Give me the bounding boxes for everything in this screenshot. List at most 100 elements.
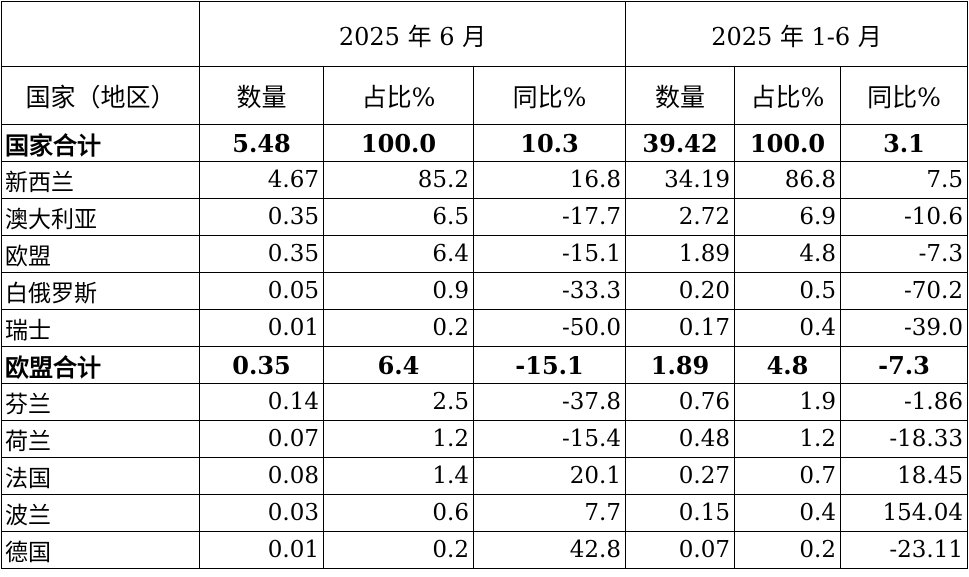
value-cell: 2.5: [323, 383, 474, 421]
value-cell: 3.1: [840, 124, 968, 162]
country-name-cell: 国家合计: [1, 124, 200, 162]
value-cell: 0.35: [199, 198, 324, 236]
value-cell: 0.6: [323, 494, 474, 532]
value-cell: 0.07: [199, 420, 324, 458]
value-cell: -17.7: [473, 198, 626, 236]
value-cell: 1.89: [625, 346, 735, 384]
value-cell: 0.2: [323, 309, 474, 347]
value-cell: 0.05: [199, 272, 324, 310]
value-cell: 4.8: [734, 346, 841, 384]
country-name-cell: 瑞士: [1, 309, 200, 347]
value-cell: 34.19: [625, 161, 735, 199]
header-yoy-ytd: 同比%: [840, 66, 968, 125]
table-row: 波兰 0.03 0.6 7.7 0.15 0.4 154.04: [1, 494, 968, 532]
value-cell: 100.0: [734, 124, 841, 162]
value-cell: 7.7: [473, 494, 626, 532]
value-cell: 18.45: [840, 457, 968, 495]
value-cell: 0.5: [734, 272, 841, 310]
value-cell: 0.20: [625, 272, 735, 310]
header-period-june: 2025 年 6 月: [199, 1, 626, 67]
value-cell: 10.3: [473, 124, 626, 162]
header-yoy-june: 同比%: [473, 66, 626, 125]
value-cell: 5.48: [199, 124, 324, 162]
value-cell: -10.6: [840, 198, 968, 236]
value-cell: 39.42: [625, 124, 735, 162]
table-row: 欧盟 0.35 6.4 -15.1 1.89 4.8 -7.3: [1, 235, 968, 273]
value-cell: -39.0: [840, 309, 968, 347]
table-row: 澳大利亚 0.35 6.5 -17.7 2.72 6.9 -10.6: [1, 198, 968, 236]
value-cell: 0.15: [625, 494, 735, 532]
table-row: 德国 0.01 0.2 42.8 0.07 0.2 -23.11: [1, 531, 968, 569]
header-corner-cell: [1, 1, 200, 67]
country-name-cell: 欧盟合计: [1, 346, 200, 384]
table-row: 白俄罗斯 0.05 0.9 -33.3 0.20 0.5 -70.2: [1, 272, 968, 310]
header-qty-june: 数量: [199, 66, 324, 125]
country-name-cell: 澳大利亚: [1, 198, 200, 236]
value-cell: 0.48: [625, 420, 735, 458]
table-row-subtotal: 欧盟合计 0.35 6.4 -15.1 1.89 4.8 -7.3: [1, 346, 968, 384]
value-cell: 1.4: [323, 457, 474, 495]
value-cell: 1.2: [323, 420, 474, 458]
table-row-subtotal: 国家合计 5.48 100.0 10.3 39.42 100.0 3.1: [1, 124, 968, 162]
country-name-cell: 德国: [1, 531, 200, 569]
value-cell: 20.1: [473, 457, 626, 495]
country-name-cell: 白俄罗斯: [1, 272, 200, 310]
value-cell: 6.4: [323, 346, 474, 384]
value-cell: 0.35: [199, 346, 324, 384]
value-cell: 100.0: [323, 124, 474, 162]
value-cell: 2.72: [625, 198, 735, 236]
value-cell: -70.2: [840, 272, 968, 310]
value-cell: -33.3: [473, 272, 626, 310]
value-cell: -1.86: [840, 383, 968, 421]
value-cell: 4.8: [734, 235, 841, 273]
value-cell: 0.4: [734, 494, 841, 532]
value-cell: 0.4: [734, 309, 841, 347]
country-name-cell: 新西兰: [1, 161, 200, 199]
header-qty-ytd: 数量: [625, 66, 735, 125]
header-country: 国家（地区）: [1, 66, 200, 125]
value-cell: -23.11: [840, 531, 968, 569]
country-name-cell: 荷兰: [1, 420, 200, 458]
table-row: 瑞士 0.01 0.2 -50.0 0.17 0.4 -39.0: [1, 309, 968, 347]
value-cell: -37.8: [473, 383, 626, 421]
value-cell: 0.14: [199, 383, 324, 421]
value-cell: 0.01: [199, 531, 324, 569]
header-share-ytd: 占比%: [734, 66, 841, 125]
header-row-columns: 国家（地区） 数量 占比% 同比% 数量 占比% 同比%: [1, 66, 968, 125]
value-cell: 0.35: [199, 235, 324, 273]
value-cell: 0.76: [625, 383, 735, 421]
value-cell: 0.17: [625, 309, 735, 347]
value-cell: 0.07: [625, 531, 735, 569]
header-row-periods: 2025 年 6 月 2025 年 1-6 月: [1, 1, 968, 67]
value-cell: 0.2: [734, 531, 841, 569]
value-cell: 6.4: [323, 235, 474, 273]
value-cell: 0.2: [323, 531, 474, 569]
country-name-cell: 法国: [1, 457, 200, 495]
value-cell: 0.27: [625, 457, 735, 495]
value-cell: -7.3: [840, 346, 968, 384]
value-cell: 1.89: [625, 235, 735, 273]
value-cell: 0.01: [199, 309, 324, 347]
table-row: 荷兰 0.07 1.2 -15.4 0.48 1.2 -18.33: [1, 420, 968, 458]
country-name-cell: 波兰: [1, 494, 200, 532]
value-cell: -18.33: [840, 420, 968, 458]
value-cell: 85.2: [323, 161, 474, 199]
value-cell: 6.9: [734, 198, 841, 236]
value-cell: -15.4: [473, 420, 626, 458]
value-cell: -50.0: [473, 309, 626, 347]
value-cell: 7.5: [840, 161, 968, 199]
table-row: 芬兰 0.14 2.5 -37.8 0.76 1.9 -1.86: [1, 383, 968, 421]
value-cell: -15.1: [473, 235, 626, 273]
value-cell: 6.5: [323, 198, 474, 236]
country-name-cell: 芬兰: [1, 383, 200, 421]
header-share-june: 占比%: [323, 66, 474, 125]
value-cell: 16.8: [473, 161, 626, 199]
header-period-jan-jun: 2025 年 1-6 月: [625, 1, 968, 67]
table-row: 新西兰 4.67 85.2 16.8 34.19 86.8 7.5: [1, 161, 968, 199]
value-cell: -15.1: [473, 346, 626, 384]
value-cell: -7.3: [840, 235, 968, 273]
value-cell: 154.04: [840, 494, 968, 532]
value-cell: 0.9: [323, 272, 474, 310]
